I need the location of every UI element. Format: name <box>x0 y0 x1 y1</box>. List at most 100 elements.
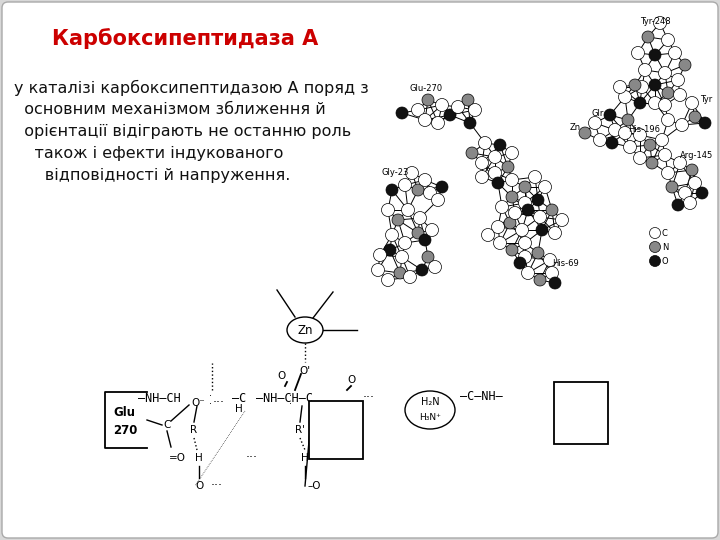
Text: 270: 270 <box>113 423 138 436</box>
Circle shape <box>659 98 672 111</box>
Circle shape <box>546 267 559 280</box>
Circle shape <box>419 234 431 246</box>
Circle shape <box>624 140 636 153</box>
Circle shape <box>649 255 660 267</box>
Circle shape <box>618 126 631 139</box>
Circle shape <box>518 197 531 210</box>
Circle shape <box>462 94 474 106</box>
Circle shape <box>382 273 395 287</box>
Circle shape <box>392 214 404 226</box>
Text: R: R <box>190 425 197 435</box>
Circle shape <box>519 181 531 193</box>
Text: ···: ··· <box>213 396 225 409</box>
Circle shape <box>659 66 672 79</box>
Circle shape <box>479 137 492 150</box>
Circle shape <box>606 137 618 149</box>
Circle shape <box>662 113 675 126</box>
Text: ·
·: · · <box>289 391 292 409</box>
Circle shape <box>672 199 684 211</box>
Circle shape <box>588 117 601 130</box>
Circle shape <box>396 107 408 119</box>
Circle shape <box>683 197 696 210</box>
Text: O: O <box>195 481 203 491</box>
Circle shape <box>482 228 495 241</box>
Circle shape <box>655 133 668 146</box>
Text: Glu-270: Glu-270 <box>410 84 443 93</box>
Circle shape <box>514 257 526 269</box>
Circle shape <box>649 49 661 61</box>
Circle shape <box>475 157 488 170</box>
Circle shape <box>398 237 412 249</box>
Text: Tyr: Tyr <box>700 96 712 105</box>
Circle shape <box>604 109 616 121</box>
Circle shape <box>382 204 395 217</box>
Text: His-69: His-69 <box>552 259 579 267</box>
Circle shape <box>488 166 502 179</box>
Circle shape <box>464 117 476 129</box>
Circle shape <box>431 117 444 130</box>
Text: 248: 248 <box>324 434 348 447</box>
Text: Zn: Zn <box>570 123 581 132</box>
Circle shape <box>549 226 562 240</box>
Circle shape <box>395 251 408 264</box>
Circle shape <box>405 166 418 179</box>
Circle shape <box>444 109 456 121</box>
Circle shape <box>516 224 528 237</box>
Circle shape <box>436 181 448 193</box>
Text: –O: –O <box>307 481 320 491</box>
Circle shape <box>593 133 606 146</box>
Circle shape <box>508 206 521 219</box>
Circle shape <box>662 33 675 46</box>
Circle shape <box>649 241 660 253</box>
Circle shape <box>634 97 646 109</box>
Text: 145: 145 <box>569 418 593 431</box>
Circle shape <box>534 211 546 224</box>
Circle shape <box>372 264 384 276</box>
Circle shape <box>672 73 685 86</box>
Circle shape <box>639 64 652 77</box>
Circle shape <box>685 97 698 110</box>
Text: His-196: His-196 <box>628 125 660 134</box>
Text: O⁻: O⁻ <box>191 398 204 408</box>
Text: H: H <box>235 404 243 414</box>
Text: O⁻: O⁻ <box>340 411 354 421</box>
Text: O: O <box>277 371 285 381</box>
Text: H: H <box>301 453 309 463</box>
FancyBboxPatch shape <box>309 401 363 459</box>
Circle shape <box>423 186 436 199</box>
Circle shape <box>398 179 412 192</box>
Text: O: O <box>662 256 669 266</box>
Circle shape <box>634 129 647 141</box>
Text: Gly-23: Gly-23 <box>382 168 410 177</box>
Circle shape <box>521 267 534 280</box>
Circle shape <box>413 212 426 225</box>
Circle shape <box>475 171 488 184</box>
Text: –NH–CH–C: –NH–CH–C <box>256 392 313 404</box>
Text: Zn: Zn <box>297 323 312 336</box>
Text: у каталізі карбоксипептидазою А поряд з: у каталізі карбоксипептидазою А поряд з <box>14 80 369 96</box>
Circle shape <box>536 224 548 236</box>
Circle shape <box>666 181 678 193</box>
Text: –NH–CH: –NH–CH <box>138 392 181 404</box>
Circle shape <box>673 157 686 170</box>
Circle shape <box>549 277 561 289</box>
Circle shape <box>629 79 641 91</box>
Circle shape <box>646 157 658 169</box>
Circle shape <box>466 147 478 159</box>
Circle shape <box>505 173 518 186</box>
Text: також і ефекти індукованого: також і ефекти індукованого <box>14 146 284 161</box>
Text: H₂N: H₂N <box>420 397 439 407</box>
Circle shape <box>532 247 544 259</box>
Circle shape <box>422 94 434 106</box>
Circle shape <box>539 180 552 193</box>
Text: C: C <box>662 228 668 238</box>
Text: –C–NH–: –C–NH– <box>460 389 503 402</box>
Text: ···: ··· <box>363 392 375 404</box>
Circle shape <box>426 224 438 237</box>
Circle shape <box>504 217 516 229</box>
Circle shape <box>492 220 505 233</box>
Text: H₃N⁺: H₃N⁺ <box>419 414 441 422</box>
Circle shape <box>662 166 675 179</box>
Text: ···: ··· <box>246 451 258 464</box>
Circle shape <box>436 98 449 111</box>
